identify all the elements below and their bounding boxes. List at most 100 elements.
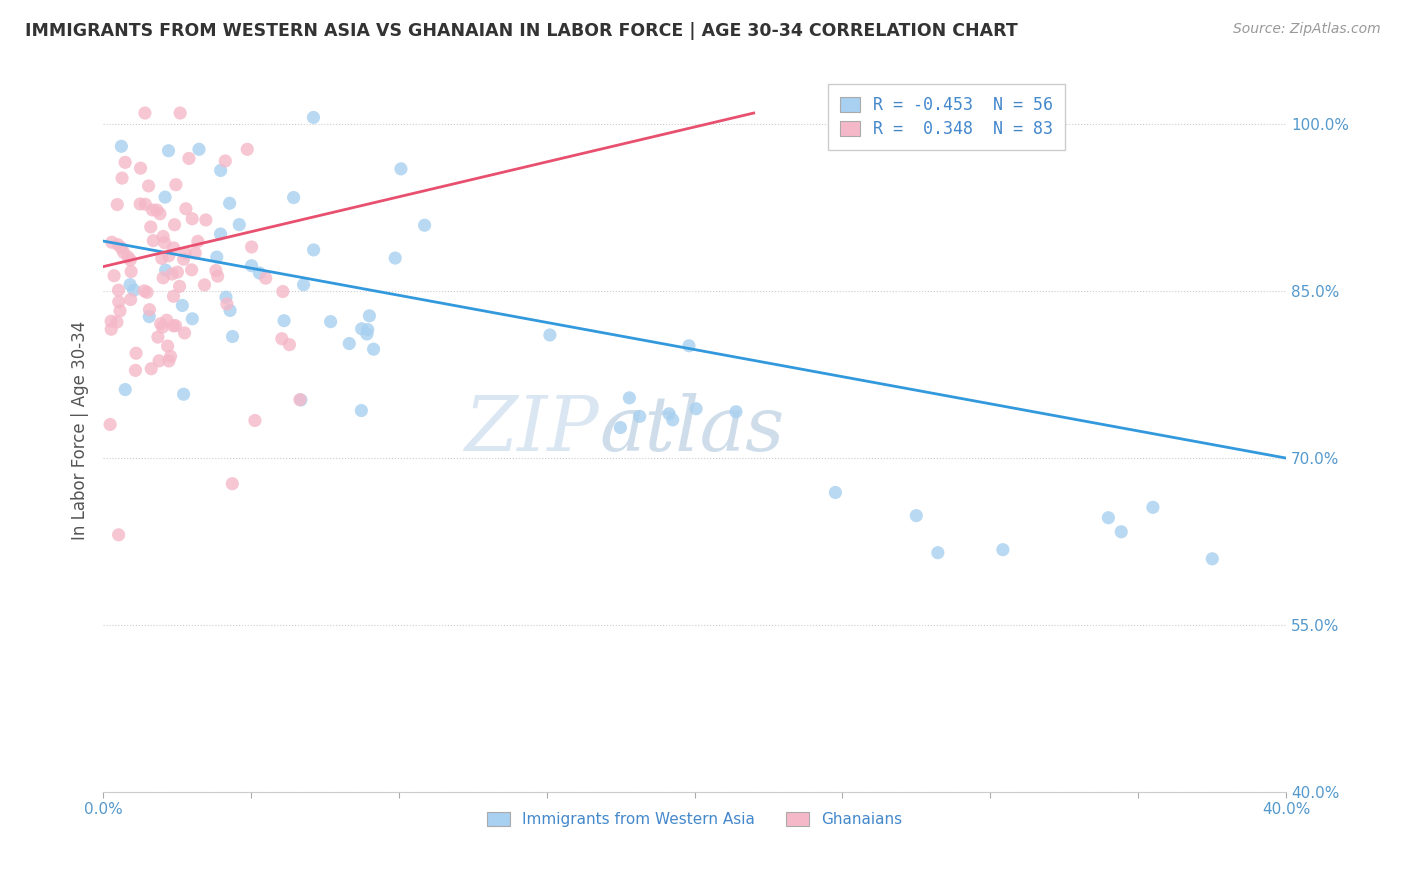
Point — [152, 270, 174, 285]
Point — [146, 330, 169, 344]
Point — [117, 250, 139, 264]
Point — [228, 218, 250, 232]
Point — [165, 178, 187, 192]
Point — [249, 266, 271, 280]
Point — [157, 144, 180, 158]
Point — [350, 403, 373, 417]
Point — [120, 265, 142, 279]
Point — [141, 361, 163, 376]
Point — [1097, 510, 1119, 524]
Point — [243, 413, 266, 427]
Point — [609, 420, 631, 434]
Point — [685, 401, 707, 416]
Point — [384, 251, 406, 265]
Point — [194, 213, 217, 227]
Text: IMMIGRANTS FROM WESTERN ASIA VS GHANAIAN IN LABOR FORCE | AGE 30-34 CORRELATION : IMMIGRANTS FROM WESTERN ASIA VS GHANAIAN… — [25, 22, 1018, 40]
Point — [283, 190, 305, 204]
Point — [105, 315, 128, 329]
Point — [159, 349, 181, 363]
Point — [363, 342, 385, 356]
Point — [166, 265, 188, 279]
Point — [927, 546, 949, 560]
Point — [156, 313, 179, 327]
Text: atlas: atlas — [600, 393, 786, 467]
Point — [187, 235, 209, 249]
Point — [193, 277, 215, 292]
Point — [181, 311, 204, 326]
Point — [107, 528, 129, 542]
Point — [136, 285, 159, 300]
Point — [110, 241, 132, 255]
Point — [142, 234, 165, 248]
Point — [661, 413, 683, 427]
Point — [658, 407, 681, 421]
Point — [350, 322, 373, 336]
Point — [134, 106, 156, 120]
Y-axis label: In Labor Force | Age 30-34: In Labor Force | Age 30-34 — [72, 320, 89, 540]
Point — [302, 111, 325, 125]
Point — [288, 392, 311, 407]
Point — [215, 297, 238, 311]
Point — [148, 354, 170, 368]
Point — [163, 218, 186, 232]
Point — [389, 161, 412, 176]
Point — [111, 171, 134, 186]
Point — [141, 202, 163, 217]
Point — [174, 246, 197, 260]
Point — [188, 142, 211, 156]
Point — [240, 240, 263, 254]
Point — [146, 203, 169, 218]
Point — [112, 245, 135, 260]
Point — [319, 315, 342, 329]
Point — [357, 323, 380, 337]
Point — [139, 219, 162, 234]
Point — [114, 383, 136, 397]
Text: Source: ZipAtlas.com: Source: ZipAtlas.com — [1233, 22, 1381, 37]
Point — [157, 249, 180, 263]
Point — [271, 285, 294, 299]
Point — [122, 283, 145, 297]
Point — [120, 277, 142, 292]
Point — [628, 409, 651, 424]
Point — [218, 196, 240, 211]
Point — [134, 284, 156, 298]
Point — [205, 263, 228, 277]
Point — [173, 326, 195, 340]
Point — [150, 252, 173, 266]
Point — [124, 363, 146, 377]
Point — [173, 387, 195, 401]
Point — [236, 142, 259, 156]
Point — [824, 485, 846, 500]
Point — [153, 235, 176, 250]
Point — [678, 339, 700, 353]
Point — [174, 202, 197, 216]
Point — [138, 310, 160, 324]
Point — [103, 268, 125, 283]
Point — [107, 237, 129, 252]
Point — [134, 197, 156, 211]
Point — [359, 309, 381, 323]
Point — [155, 263, 177, 277]
Text: ZIP: ZIP — [465, 393, 600, 467]
Point — [205, 250, 228, 264]
Point — [209, 227, 232, 241]
Point — [107, 294, 129, 309]
Point — [169, 106, 191, 120]
Point — [1142, 500, 1164, 515]
Point — [413, 219, 436, 233]
Point — [278, 337, 301, 351]
Point — [356, 326, 378, 341]
Point — [1201, 551, 1223, 566]
Point — [905, 508, 928, 523]
Point — [1109, 524, 1132, 539]
Point — [120, 252, 142, 267]
Point — [129, 197, 152, 211]
Point — [215, 290, 238, 304]
Point — [149, 317, 172, 331]
Point — [152, 229, 174, 244]
Point — [538, 328, 561, 343]
Point — [110, 139, 132, 153]
Point — [221, 329, 243, 343]
Point — [105, 197, 128, 211]
Point — [180, 263, 202, 277]
